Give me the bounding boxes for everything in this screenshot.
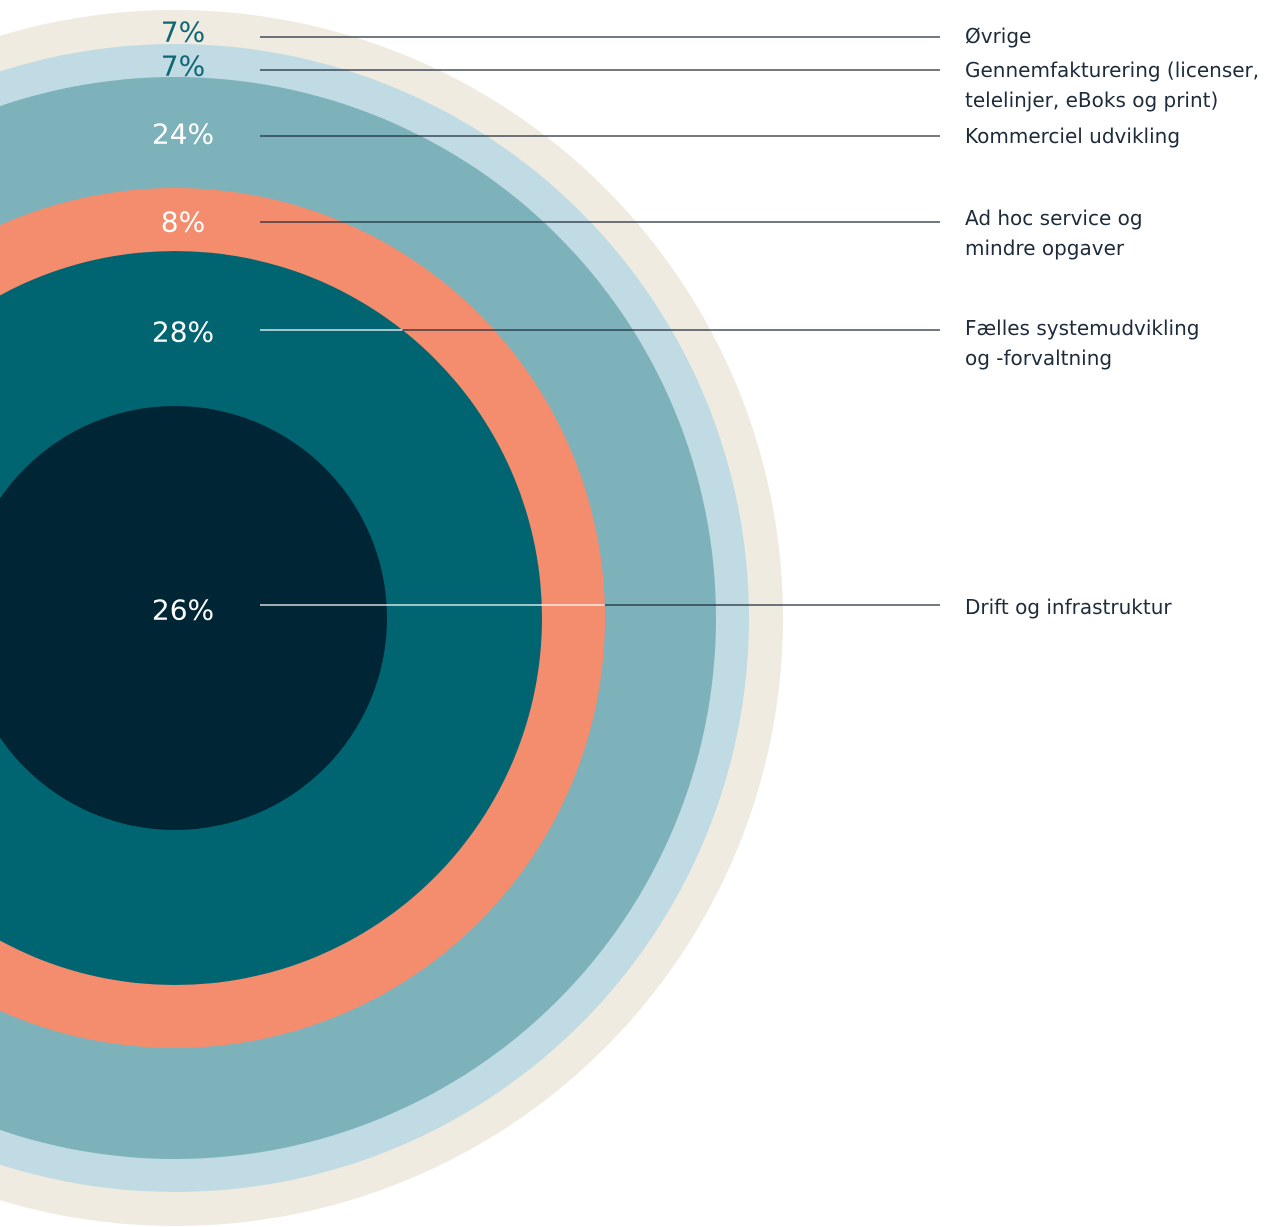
legend-label-line: Øvrige — [965, 24, 1031, 48]
legend-label-gennemfakturering-licenser-telelinjer-eboks-og-print: Gennemfakturering (licenser, telelinjer, … — [965, 58, 1259, 112]
legend-label-faelles-systemudvikling-og-forvaltning: Fælles systemudvikling og -forvaltning — [965, 316, 1199, 370]
value-label-kommerciel-udvikling: 24% — [152, 118, 214, 151]
rings — [0, 10, 783, 1226]
ring-drift-og-infrastruktur — [0, 406, 387, 830]
legend: Øvrige Gennemfakturering (licenser, teleli… — [965, 24, 1259, 619]
value-labels: 7%7% 24% 8% 28% 26% — [152, 16, 214, 627]
legend-label-ad-hoc-service-og-mindre-opgaver: Ad hoc service og mindre opgaver — [965, 206, 1143, 260]
value-label-drift-og-infrastruktur: 26% — [152, 594, 214, 627]
legend-label-line: Gennemfakturering (licenser, — [965, 58, 1259, 82]
legend-label-drift-og-infrastruktur: Drift og infrastruktur — [965, 595, 1172, 619]
legend-label-line: og -forvaltning — [965, 346, 1112, 370]
legend-label-line: Ad hoc service og — [965, 206, 1143, 230]
value-label-gennemfakturering-licenser-telelinjer-eboks-og-print: 7% — [161, 50, 205, 83]
legend-label-line: Fælles systemudvikling — [965, 316, 1199, 340]
legend-label-line: Kommerciel udvikling — [965, 124, 1180, 148]
value-label-ovrige: 7% — [161, 16, 205, 49]
legend-label-ovrige: Øvrige — [965, 24, 1031, 48]
legend-label-kommerciel-udvikling: Kommerciel udvikling — [965, 124, 1180, 148]
legend-label-line: telelinjer, eBoks og print) — [965, 88, 1218, 112]
legend-label-line: mindre opgaver — [965, 236, 1125, 260]
value-label-ad-hoc-service-og-mindre-opgaver: 8% — [161, 206, 205, 239]
value-label-faelles-systemudvikling-og-forvaltning: 28% — [152, 316, 214, 349]
legend-label-line: Drift og infrastruktur — [965, 595, 1172, 619]
leader-lines — [260, 36, 940, 606]
